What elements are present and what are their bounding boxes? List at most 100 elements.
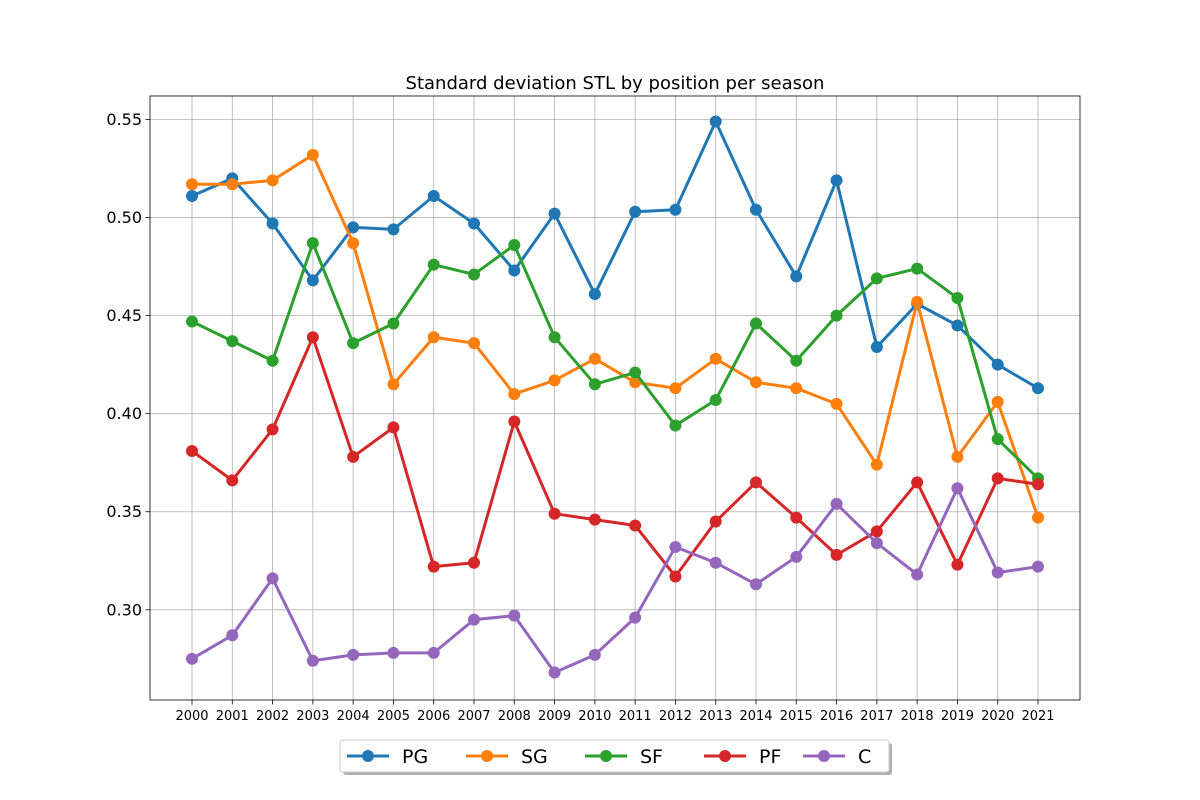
data-point-sf (427, 258, 440, 271)
data-point-pf (669, 570, 682, 583)
legend-entry-pf: PF (704, 746, 781, 768)
data-point-pf (870, 525, 883, 538)
data-point-sg (830, 397, 843, 410)
x-tick-label: 2020 (981, 709, 1014, 724)
data-point-sg (709, 352, 722, 365)
data-point-sf (186, 315, 198, 328)
y-tick-label: 0.40 (106, 404, 142, 423)
data-point-c (951, 482, 964, 495)
series-sg (186, 148, 1044, 524)
x-tick-label: 2018 (901, 709, 934, 724)
data-point-pg (790, 270, 803, 283)
data-point-pf (830, 548, 843, 561)
series-line-sg (190, 153, 1040, 520)
data-point-pg (427, 190, 440, 203)
legend-marker-sf (600, 750, 612, 762)
x-tick-label: 2012 (659, 709, 692, 724)
data-point-sg (870, 458, 883, 471)
x-tick-label: 2011 (619, 709, 652, 724)
data-point-pf (548, 507, 561, 520)
data-point-sg (427, 331, 440, 344)
data-point-pg (870, 341, 883, 354)
series-c (186, 482, 1044, 679)
data-point-sf (790, 354, 803, 367)
data-point-sf (669, 419, 682, 432)
data-point-pg (1032, 382, 1044, 395)
data-point-pf (306, 331, 319, 344)
data-point-pf (629, 519, 642, 532)
data-point-pg (830, 174, 843, 187)
plot-frame (149, 95, 1081, 701)
data-point-c (991, 566, 1004, 579)
data-point-c (226, 629, 239, 642)
data-point-pg (750, 203, 762, 216)
series-line-pg (190, 119, 1040, 390)
axes: 2000 2001 2002 2003 2004 2005 2006 2007 2008 2009… (106, 95, 1081, 724)
data-point-pf (588, 513, 601, 526)
data-point-sf (588, 378, 601, 391)
data-point-pf (266, 423, 279, 436)
data-point-sf (629, 366, 642, 379)
legend-marker-c (818, 750, 830, 762)
data-point-pg (629, 205, 642, 218)
series-sf (186, 237, 1044, 485)
y-tick-label: 0.50 (106, 208, 142, 227)
data-point-c (709, 556, 722, 569)
data-point-pf (468, 556, 480, 569)
data-point-pg (669, 203, 682, 216)
legend-marker-sg (481, 750, 493, 762)
legend: PG SG SF PF C (339, 739, 892, 775)
data-point-c (548, 666, 561, 679)
legend-marker-pf (719, 750, 731, 762)
legend-label-sf: SF (640, 746, 663, 768)
x-tick-label: 2019 (941, 709, 974, 724)
data-point-sf (387, 317, 400, 330)
data-point-sf (750, 317, 762, 330)
data-point-sg (1032, 511, 1044, 524)
legend-entry-c: C (803, 746, 871, 768)
data-point-c (427, 646, 440, 659)
x-tick-label: 2007 (457, 709, 490, 724)
data-point-sg (347, 237, 360, 250)
data-point-pg (951, 319, 964, 332)
data-point-sg (629, 376, 642, 389)
data-point-pf (387, 421, 400, 434)
data-point-pg (709, 115, 722, 128)
data-point-pf (347, 450, 360, 463)
data-point-sg (951, 450, 964, 463)
y-tick-label: 0.55 (106, 110, 142, 129)
data-point-pf (991, 472, 1004, 485)
data-point-sg (306, 148, 319, 161)
legend-label-c: C (858, 746, 871, 768)
x-tick-label: 2015 (780, 709, 813, 724)
data-point-c (911, 568, 924, 581)
data-point-pf (750, 476, 762, 489)
data-point-c (790, 550, 803, 563)
data-point-pf (951, 558, 964, 571)
data-point-sf (226, 335, 239, 348)
x-tick-label: 2004 (337, 709, 370, 724)
x-tick-label: 2002 (256, 709, 289, 724)
x-tick-label: 2009 (538, 709, 571, 724)
data-point-c (669, 541, 682, 554)
data-point-sg (991, 395, 1004, 408)
data-point-pf (226, 474, 239, 487)
data-point-sf (709, 393, 722, 406)
data-point-sg (226, 178, 239, 191)
data-point-c (508, 609, 521, 622)
data-point-pg (588, 288, 601, 301)
data-point-c (588, 648, 601, 661)
x-tick-label: 2013 (699, 709, 732, 724)
data-point-c (750, 578, 762, 591)
data-point-pf (790, 511, 803, 524)
y-tick-label: 0.35 (106, 502, 142, 521)
data-point-c (629, 611, 642, 624)
data-point-pf (1032, 478, 1044, 491)
data-point-sf (870, 272, 883, 285)
data-point-c (186, 652, 198, 665)
data-point-sf (306, 237, 319, 250)
data-point-sg (266, 174, 279, 187)
data-point-sf (951, 291, 964, 304)
